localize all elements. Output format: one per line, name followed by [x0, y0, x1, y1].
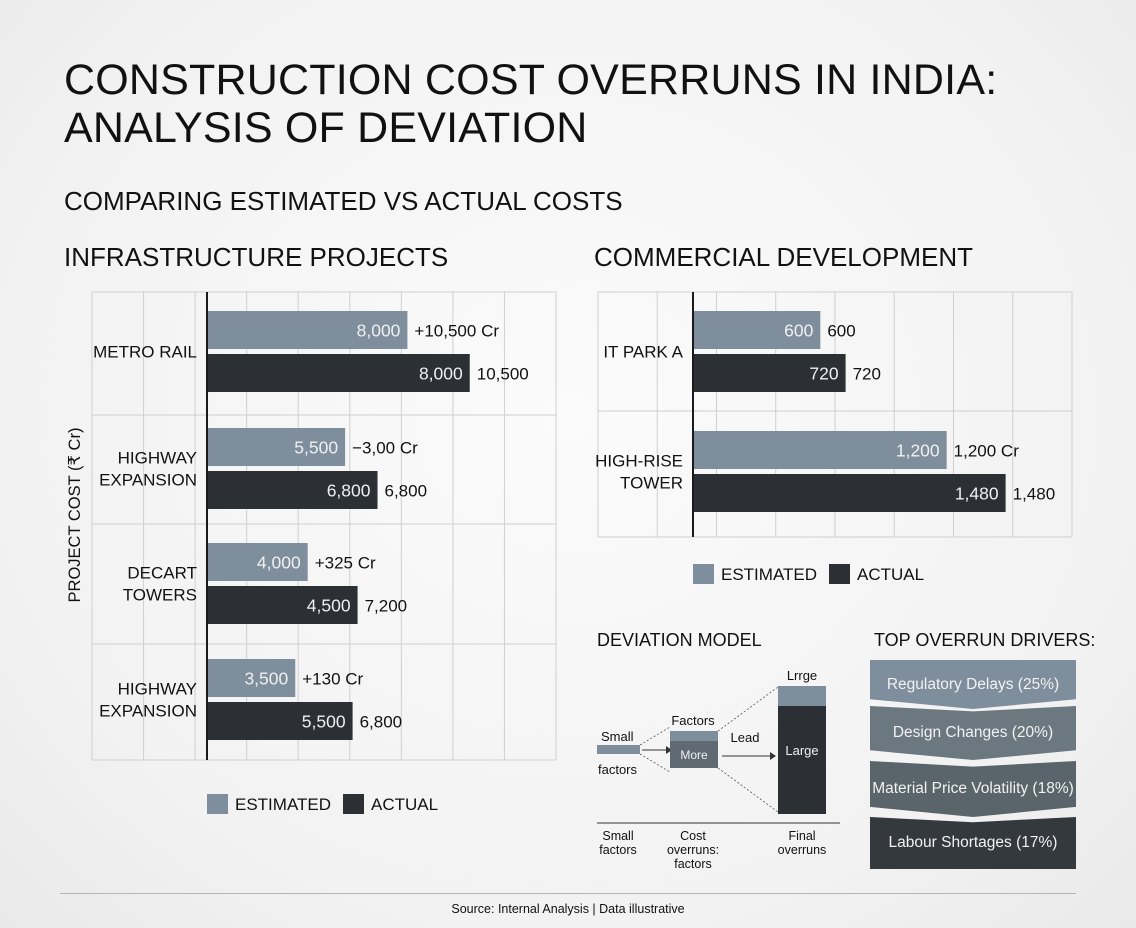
- dm-axis-label: overruns: [778, 843, 827, 857]
- bar-value-label: 1,480: [955, 484, 999, 504]
- bar-value-label: 4,000: [257, 553, 301, 573]
- title-line-2: ANALYSIS OF DEVIATION: [64, 104, 588, 152]
- dm-small-label: Small: [601, 729, 634, 744]
- bar-side-label: 1,200 Cr: [954, 442, 1020, 461]
- bar-side-label: 10,500: [477, 365, 529, 384]
- drivers-title: TOP OVERRUN DRIVERS:: [874, 630, 1096, 650]
- dm-connector: [717, 686, 779, 732]
- footer-divider: [60, 893, 1076, 894]
- dm-axis-label: Cost: [680, 829, 706, 843]
- category-label: HIGHWAY: [118, 680, 197, 699]
- more-factor-top: [670, 731, 718, 741]
- bar-side-label: +10,500 Cr: [414, 322, 499, 341]
- dm-arrow-2-head: [770, 752, 776, 760]
- driver-label: Material Price Volatility (18%): [872, 780, 1074, 797]
- estimated-bar: [208, 659, 296, 697]
- small-factor-block: [597, 745, 640, 754]
- estimated-bar: [208, 428, 346, 466]
- page-title: CONSTRUCTION COST OVERRUNS IN INDIA: ANA…: [64, 56, 1104, 152]
- legend-label-actual: ACTUAL: [857, 565, 924, 584]
- bar-side-label: 6,800: [360, 713, 403, 732]
- actual-bar: [208, 354, 470, 392]
- bar-value-label: 4,500: [307, 596, 351, 616]
- subtitle: COMPARING ESTIMATED VS ACTUAL COSTS: [64, 186, 623, 216]
- dm-connector: [639, 726, 671, 746]
- category-label: DECART: [127, 564, 197, 583]
- bar-value-label: 5,500: [302, 712, 346, 732]
- commercial-chart-title: COMMERCIAL DEVELOPMENT: [594, 242, 973, 272]
- actual-bar: [694, 474, 1006, 512]
- dm-connector: [639, 753, 671, 773]
- category-label: EXPANSION: [99, 471, 197, 490]
- dm-axis-label: factors: [674, 857, 712, 871]
- title-line-1: CONSTRUCTION COST OVERRUNS IN INDIA:: [64, 56, 998, 104]
- y-axis-title: PROJECT COST (₹ Cr): [66, 428, 84, 603]
- actual-bar: [208, 586, 358, 624]
- bar-side-label: +325 Cr: [315, 554, 376, 573]
- large-factor-block: [778, 706, 826, 814]
- legend-label-estimated: ESTIMATED: [235, 795, 331, 814]
- driver-item: Material Price Volatility (18%): [870, 761, 1076, 817]
- category-label: TOWER: [620, 474, 683, 493]
- driver-label: Labour Shortages (17%): [888, 834, 1058, 851]
- legend-swatch-estimated: [693, 564, 714, 584]
- bar-value-label: 8,000: [419, 364, 463, 384]
- more-factor-block: [670, 741, 718, 768]
- dm-factors-top-label: Factors: [671, 713, 715, 728]
- dm-arrow-1-head: [666, 746, 672, 754]
- bar-value-label: 1,200: [896, 441, 940, 461]
- dm-axis-label: overruns:: [667, 843, 719, 857]
- bar-side-label: 720: [853, 365, 881, 384]
- bar-value-label: 6,800: [327, 481, 371, 501]
- actual-bar: [208, 702, 353, 740]
- bar-value-label: 600: [784, 321, 813, 341]
- actual-bar: [694, 354, 846, 392]
- infra-chart-title: INFRASTRUCTURE PROJECTS: [64, 242, 449, 272]
- category-label: TOWERS: [123, 586, 197, 605]
- legend-swatch-actual: [829, 564, 850, 584]
- driver-item: Labour Shortages (17%): [870, 817, 1076, 869]
- dm-connector: [717, 767, 779, 813]
- bar-value-label: 3,500: [244, 669, 288, 689]
- bar-side-label: 7,200: [365, 597, 408, 616]
- dm-axis-label: factors: [599, 843, 637, 857]
- category-label: HIGHWAY: [118, 449, 197, 468]
- legend-label-actual: ACTUAL: [371, 795, 438, 814]
- dm-large-label: Large: [785, 743, 818, 758]
- legend-label-estimated: ESTIMATED: [721, 565, 817, 584]
- estimated-bar: [208, 543, 308, 581]
- dm-factors-label: factors: [598, 762, 638, 777]
- bar-value-label: 720: [809, 364, 838, 384]
- bar-side-label: +130 Cr: [302, 670, 363, 689]
- bar-side-label: 6,800: [385, 482, 428, 501]
- bar-side-label: −3,00 Cr: [352, 439, 418, 458]
- dm-lead-label: Lead: [731, 730, 760, 745]
- category-label: HIGH-RISE: [595, 452, 683, 471]
- large-factor-top: [778, 686, 826, 706]
- dm-large-top-label: Lrrge: [787, 668, 817, 683]
- deviation-model-title: DEVIATION MODEL: [597, 630, 762, 650]
- category-label: EXPANSION: [99, 702, 197, 721]
- estimated-bar: [694, 431, 947, 469]
- bar-value-label: 5,500: [294, 438, 338, 458]
- driver-label: Design Changes (20%): [892, 724, 1054, 741]
- category-label: IT PARK A: [603, 343, 683, 362]
- legend-swatch-estimated: [207, 794, 228, 814]
- estimated-bar: [694, 311, 821, 349]
- category-label: METRO RAIL: [93, 343, 197, 362]
- legend-swatch-actual: [343, 794, 364, 814]
- dm-axis-label: Small: [602, 829, 633, 843]
- driver-label: Regulatory Delays (25%): [886, 675, 1060, 693]
- source-note: Source: Internal Analysis | Data illustr…: [451, 902, 685, 916]
- driver-item: Regulatory Delays (25%): [870, 660, 1076, 709]
- estimated-bar: [208, 311, 408, 349]
- bar-side-label: 600: [827, 322, 855, 341]
- bar-value-label: 8,000: [357, 321, 401, 341]
- driver-item: Design Changes (20%): [870, 706, 1076, 760]
- dm-axis-label: Final: [788, 829, 815, 843]
- actual-bar: [208, 471, 378, 509]
- bar-side-label: 1,480: [1013, 485, 1056, 504]
- dm-more-label: More: [680, 748, 708, 762]
